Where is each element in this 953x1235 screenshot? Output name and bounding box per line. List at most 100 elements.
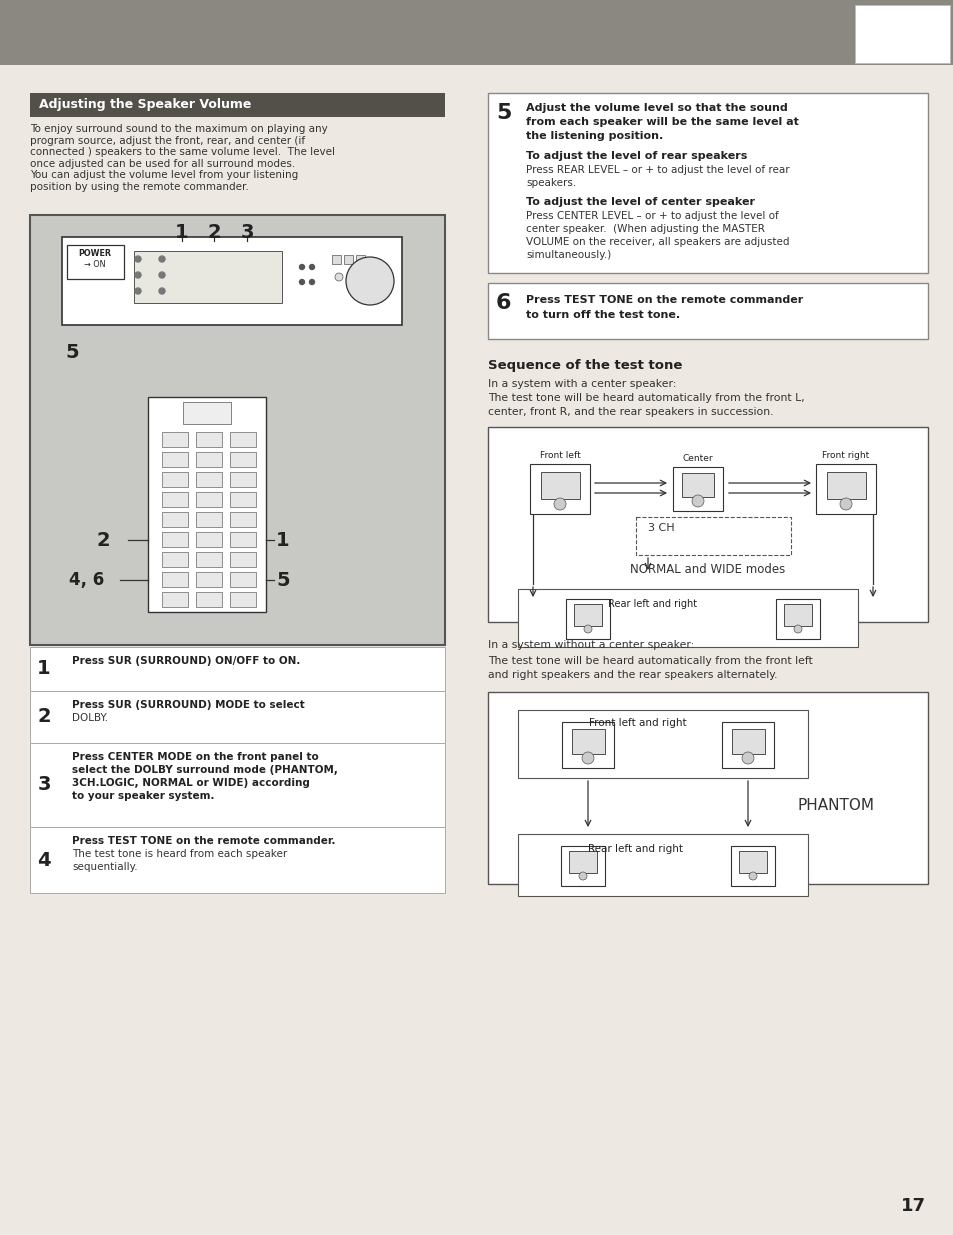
Text: Front left and right: Front left and right <box>589 718 686 727</box>
Text: Front left: Front left <box>539 451 579 459</box>
Bar <box>230 532 255 547</box>
Bar <box>162 432 188 447</box>
Circle shape <box>358 273 367 282</box>
Text: The test tone will be heard automatically from the front L,: The test tone will be heard automaticall… <box>488 393 804 403</box>
Text: Adjust the volume level so that the sound: Adjust the volume level so that the soun… <box>525 103 787 112</box>
Circle shape <box>299 279 304 284</box>
Bar <box>195 552 222 567</box>
Text: Press TEST TONE on the remote commander.: Press TEST TONE on the remote commander. <box>71 836 335 846</box>
Bar <box>561 722 614 768</box>
Bar <box>344 254 353 264</box>
Circle shape <box>840 498 851 510</box>
Circle shape <box>309 264 314 269</box>
Text: The test tone is heard from each speaker: The test tone is heard from each speaker <box>71 848 287 860</box>
Bar <box>540 472 579 499</box>
Circle shape <box>135 256 141 262</box>
Text: Rear left and right: Rear left and right <box>607 599 697 609</box>
Bar <box>195 432 222 447</box>
Bar <box>195 592 222 606</box>
Circle shape <box>159 256 165 262</box>
Bar <box>0 0 953 65</box>
Circle shape <box>554 498 565 510</box>
Text: Press SUR (SURROUND) MODE to select: Press SUR (SURROUND) MODE to select <box>71 700 304 710</box>
Bar <box>195 452 222 467</box>
Bar <box>230 592 255 606</box>
Bar <box>230 552 255 567</box>
Text: VOLUME on the receiver, all speakers are adjusted: VOLUME on the receiver, all speakers are… <box>525 237 789 247</box>
Circle shape <box>578 872 586 881</box>
Text: 2: 2 <box>37 708 51 726</box>
Bar <box>730 846 774 885</box>
Text: center, front R, and the rear speakers in succession.: center, front R, and the rear speakers i… <box>488 408 773 417</box>
Bar <box>517 589 857 647</box>
Bar <box>230 472 255 487</box>
Text: 5: 5 <box>275 571 290 589</box>
Text: Press CENTER LEVEL – or + to adjust the level of: Press CENTER LEVEL – or + to adjust the … <box>525 211 778 221</box>
Text: POWER: POWER <box>78 249 112 258</box>
Circle shape <box>135 272 141 278</box>
Circle shape <box>347 273 355 282</box>
Bar <box>195 513 222 527</box>
Text: 3 CH: 3 CH <box>647 522 674 534</box>
Text: Press CENTER MODE on the front panel to: Press CENTER MODE on the front panel to <box>71 752 318 762</box>
Text: Press SUR (SURROUND) ON/OFF to ON.: Press SUR (SURROUND) ON/OFF to ON. <box>71 656 300 666</box>
Bar <box>826 472 865 499</box>
Text: the listening position.: the listening position. <box>525 131 662 141</box>
Bar <box>162 492 188 508</box>
Bar <box>488 93 927 273</box>
Bar <box>195 532 222 547</box>
Bar <box>355 254 365 264</box>
Circle shape <box>299 264 304 269</box>
Text: 5: 5 <box>496 103 511 124</box>
Bar <box>854 5 949 63</box>
Bar <box>568 851 597 873</box>
Text: DOLBY.: DOLBY. <box>71 713 108 722</box>
Text: To adjust the level of rear speakers: To adjust the level of rear speakers <box>525 151 746 161</box>
Circle shape <box>135 288 141 294</box>
Bar <box>565 599 609 638</box>
Bar <box>67 245 124 279</box>
Bar <box>230 513 255 527</box>
Circle shape <box>335 273 343 282</box>
Bar <box>133 251 282 303</box>
Circle shape <box>793 625 801 634</box>
Text: 1: 1 <box>175 224 189 242</box>
Bar <box>30 827 444 893</box>
Bar <box>162 592 188 606</box>
Text: to your speaker system.: to your speaker system. <box>71 790 214 802</box>
Bar <box>681 473 713 496</box>
Text: sequentially.: sequentially. <box>71 862 137 872</box>
Bar <box>815 464 875 514</box>
Bar <box>183 403 231 424</box>
Circle shape <box>346 257 394 305</box>
Bar <box>62 237 401 325</box>
Bar <box>162 452 188 467</box>
Bar <box>30 215 444 645</box>
Bar <box>30 743 444 827</box>
Text: center speaker.  (When adjusting the MASTER: center speaker. (When adjusting the MAST… <box>525 224 764 233</box>
Circle shape <box>691 495 703 508</box>
Bar <box>560 846 604 885</box>
Text: 5: 5 <box>65 343 79 362</box>
Text: simultaneously.): simultaneously.) <box>525 249 611 261</box>
Bar <box>517 834 807 897</box>
Bar <box>162 472 188 487</box>
Bar <box>195 572 222 587</box>
Text: In a system with a center speaker:: In a system with a center speaker: <box>488 379 676 389</box>
Bar <box>162 532 188 547</box>
Bar <box>636 517 790 555</box>
Text: 4: 4 <box>37 851 51 869</box>
Bar <box>162 572 188 587</box>
Circle shape <box>581 752 594 764</box>
Text: To enjoy surround sound to the maximum on playing any
program source, adjust the: To enjoy surround sound to the maximum o… <box>30 124 335 191</box>
Bar <box>488 427 927 622</box>
Text: → ON: → ON <box>84 261 106 269</box>
Bar <box>230 432 255 447</box>
Text: 17: 17 <box>900 1197 925 1215</box>
Bar <box>672 467 722 511</box>
Bar <box>162 552 188 567</box>
Bar <box>574 604 601 626</box>
Bar <box>162 513 188 527</box>
Circle shape <box>309 279 314 284</box>
Text: 3: 3 <box>37 776 51 794</box>
